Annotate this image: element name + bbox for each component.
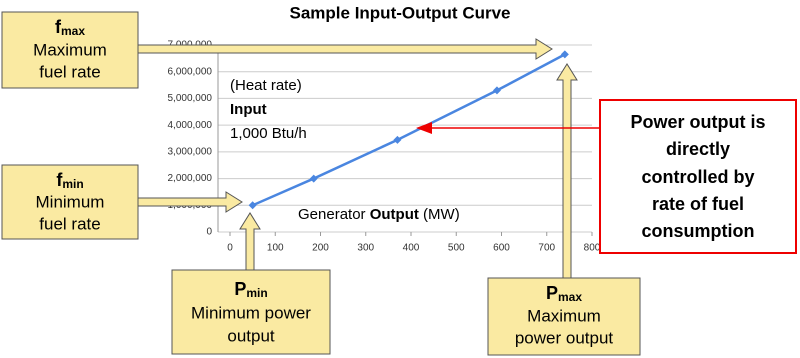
y-tick-label: 5,000,000 — [168, 93, 213, 104]
fmax-arrow — [137, 38, 553, 60]
fmin-arrow — [137, 191, 243, 213]
fmax-line: fuel rate — [39, 62, 100, 81]
x-label-suffix: (MW) — [423, 206, 460, 223]
y-tick-label: 0 — [206, 227, 212, 238]
symbol: f — [56, 170, 63, 190]
note-line: rate of fuel — [652, 194, 744, 214]
y-tick-label: 2,000,000 — [168, 173, 213, 184]
fmax-line: Maximum — [33, 40, 107, 59]
pmin-line: Minimum power — [191, 303, 311, 322]
x-tick-label: 0 — [227, 243, 233, 254]
x-tick-label: 800 — [584, 243, 601, 254]
subscript: max — [558, 290, 582, 304]
pmax-box — [487, 277, 641, 356]
symbol: P — [546, 283, 558, 303]
y-note: (Heat rate) — [230, 77, 302, 94]
pmin-head: Pmin — [234, 279, 267, 300]
pmax-line: power output — [515, 328, 614, 347]
note-line: consumption — [642, 221, 755, 241]
fmin-head: fmin — [56, 170, 83, 191]
symbol: f — [55, 17, 62, 37]
note-arrowhead — [416, 122, 432, 134]
subscript: max — [61, 24, 85, 38]
y-unit: 1,000 Btu/h — [230, 125, 307, 142]
x-label-emphasis: Output — [370, 206, 419, 223]
x-tick-label: 600 — [493, 243, 510, 254]
data-point — [560, 50, 569, 59]
fmin-box — [1, 164, 139, 240]
data-point — [248, 201, 257, 210]
pmin-line: output — [227, 326, 275, 345]
x-label: Generator Output (MW) — [298, 206, 460, 223]
pmax-line: Maximum — [527, 306, 601, 325]
subscript: min — [246, 286, 267, 300]
y-tick-label: 3,000,000 — [168, 146, 213, 157]
note-line: controlled by — [641, 167, 754, 187]
note-line: Power output is — [631, 112, 766, 132]
pmin-box — [171, 269, 331, 355]
fmin-line: fuel rate — [39, 214, 100, 233]
fmax-head: fmax — [55, 17, 85, 38]
symbol: P — [234, 279, 246, 299]
pmax-head: Pmax — [546, 283, 582, 304]
y-name: Input — [230, 101, 267, 118]
x-tick-label: 400 — [403, 243, 420, 254]
data-point — [309, 174, 318, 183]
x-tick-label: 500 — [448, 243, 465, 254]
x-tick-label: 300 — [357, 243, 374, 254]
data-point — [393, 135, 402, 144]
pmax-arrow — [556, 63, 578, 279]
x-tick-label: 700 — [538, 243, 555, 254]
fmin-line: Minimum — [36, 192, 105, 211]
x-tick-label: 100 — [267, 243, 284, 254]
y-tick-label: 6,000,000 — [168, 66, 213, 77]
subscript: min — [62, 177, 83, 191]
pmin-arrow — [239, 212, 261, 271]
chart-title: Sample Input-Output Curve — [290, 3, 511, 22]
y-tick-label: 4,000,000 — [168, 120, 213, 131]
fmax-box — [1, 11, 139, 89]
note-box — [599, 99, 797, 254]
note-line: directly — [666, 139, 730, 159]
data-point — [492, 86, 501, 95]
x-tick-label: 200 — [312, 243, 329, 254]
x-label-prefix: Generator — [298, 206, 366, 223]
